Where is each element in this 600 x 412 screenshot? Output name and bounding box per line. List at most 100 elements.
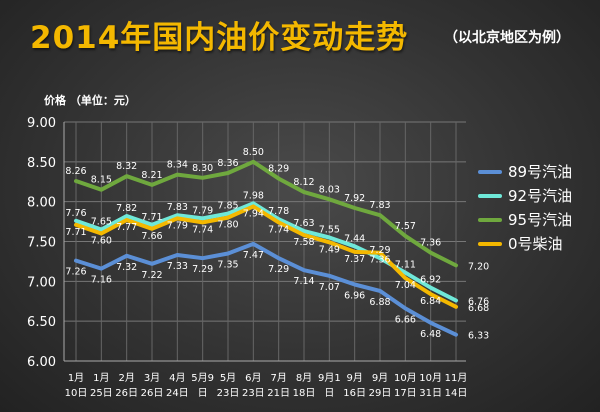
x-tick-label: 26日 <box>115 388 138 399</box>
data-label-layer: 7.26 7.16 7.32 7.22 7.33 7.29 7.35 7.47 7.29 7.14… <box>65 147 489 342</box>
x-tick-label: 2月 <box>118 372 134 384</box>
data-label: 8.50 <box>243 147 264 158</box>
x-tick-label: 17日 <box>394 388 417 399</box>
data-label: 7.65 <box>91 217 112 228</box>
x-tick-label: 9月 <box>346 372 362 384</box>
y-tick-label: 7.50 <box>27 236 56 251</box>
data-label: 7.29 <box>369 245 390 256</box>
data-label: 8.34 <box>167 160 188 171</box>
y-axis-label: 价格 （单位：元） <box>44 93 136 107</box>
data-label: 8.03 <box>319 184 340 195</box>
data-label: 7.35 <box>217 259 238 270</box>
page-title: 2014年国内油价变动走势 <box>30 20 409 56</box>
data-label: 7.14 <box>293 276 314 287</box>
data-label: 7.57 <box>395 221 416 232</box>
x-tick-label: 8月 <box>296 372 312 384</box>
x-tick-label: 24日 <box>166 388 189 399</box>
data-label: 7.49 <box>319 244 340 255</box>
legend-entry: 92号汽油 <box>508 187 572 205</box>
data-label: 7.26 <box>65 267 86 278</box>
y-tick-label: 8.00 <box>27 196 56 211</box>
data-label: 7.94 <box>243 208 264 219</box>
axis-layer: 6.00 6.50 7.00 7.50 8.00 8.50 9.00 1月 10日 1月 25日 2月… <box>27 116 467 399</box>
data-label: 7.83 <box>369 200 390 211</box>
data-label: 6.48 <box>420 329 441 340</box>
data-label: 7.44 <box>344 233 365 244</box>
data-label: 6.84 <box>420 296 441 307</box>
data-label: 7.77 <box>116 222 137 233</box>
y-tick-label: 6.00 <box>27 355 56 370</box>
x-tick-label: 日 <box>198 388 208 399</box>
data-label: 7.33 <box>167 261 188 272</box>
x-tick-label: 21日 <box>267 388 290 399</box>
data-label: 8.15 <box>91 175 112 186</box>
data-label: 7.71 <box>65 227 86 238</box>
x-tick-label: 10月 <box>419 372 442 384</box>
data-label: 8.32 <box>116 161 137 172</box>
data-label: 7.83 <box>167 202 188 213</box>
data-label: 7.29 <box>192 264 213 275</box>
data-label: 6.88 <box>369 297 390 308</box>
data-label: 7.66 <box>141 231 162 242</box>
x-tick-label: 5月 <box>220 372 236 384</box>
data-label: 8.36 <box>217 158 238 169</box>
x-tick-label: 日 <box>324 388 334 399</box>
data-label: 7.74 <box>268 224 289 235</box>
x-tick-label: 7月 <box>270 372 286 384</box>
x-tick-label: 9月 <box>372 372 388 384</box>
x-tick-label: 6月 <box>245 372 261 384</box>
data-label: 7.32 <box>116 262 137 273</box>
data-label: 8.29 <box>268 164 289 175</box>
data-label: 6.76 <box>468 296 489 307</box>
data-label: 7.98 <box>243 190 264 201</box>
data-label: 7.11 <box>395 260 416 271</box>
data-label: 7.76 <box>65 208 86 219</box>
y-tick-label: 6.50 <box>27 315 56 330</box>
data-label: 7.63 <box>293 218 314 229</box>
series-line-0 <box>74 241 458 337</box>
series-line-3 <box>74 204 458 309</box>
data-label: 7.71 <box>141 212 162 223</box>
x-tick-label: 9月1 <box>318 372 341 384</box>
data-label: 7.36 <box>420 238 441 249</box>
data-label: 7.55 <box>319 225 340 236</box>
data-label: 7.37 <box>344 254 365 265</box>
legend-entry: 0号柴油 <box>508 235 563 253</box>
data-label: 8.30 <box>192 163 213 174</box>
series-line-2 <box>74 159 458 268</box>
data-label: 7.16 <box>91 275 112 286</box>
x-tick-label: 1月 <box>93 372 109 384</box>
x-tick-label: 25日 <box>90 388 113 399</box>
x-tick-label: 4月 <box>169 372 185 384</box>
data-label: 7.79 <box>167 220 188 231</box>
data-label: 7.78 <box>268 206 289 217</box>
x-tick-label: 10月 <box>394 372 417 384</box>
legend: 89号汽油 92号汽油 95号汽油 0号柴油 <box>478 163 572 253</box>
data-label: 7.22 <box>141 270 162 281</box>
x-tick-label: 10日 <box>65 388 88 399</box>
x-tick-label: 5月9 <box>191 372 214 384</box>
x-tick-label: 31日 <box>419 388 442 399</box>
data-label: 7.04 <box>395 280 416 291</box>
data-label: 8.21 <box>141 170 162 181</box>
x-tick-label: 14日 <box>445 388 468 399</box>
x-tick-label: 18日 <box>293 388 316 399</box>
data-label: 7.20 <box>468 261 489 272</box>
y-tick-label: 8.50 <box>27 156 56 171</box>
data-label: 7.29 <box>268 264 289 275</box>
legend-entry: 95号汽油 <box>508 211 572 229</box>
x-tick-label: 23日 <box>217 388 240 399</box>
data-label: 7.74 <box>192 224 213 235</box>
data-label: 7.80 <box>217 220 238 231</box>
data-label: 7.85 <box>217 201 238 212</box>
x-tick-label: 16日 <box>343 388 366 399</box>
data-label: 6.66 <box>395 314 416 325</box>
data-label: 7.60 <box>91 236 112 247</box>
y-tick-label: 7.00 <box>27 275 56 290</box>
data-label: 8.26 <box>65 166 86 177</box>
x-tick-label: 26日 <box>141 388 164 399</box>
x-tick-label: 11月 <box>445 372 468 384</box>
data-label: 7.07 <box>319 282 340 293</box>
data-label: 6.96 <box>344 291 365 302</box>
